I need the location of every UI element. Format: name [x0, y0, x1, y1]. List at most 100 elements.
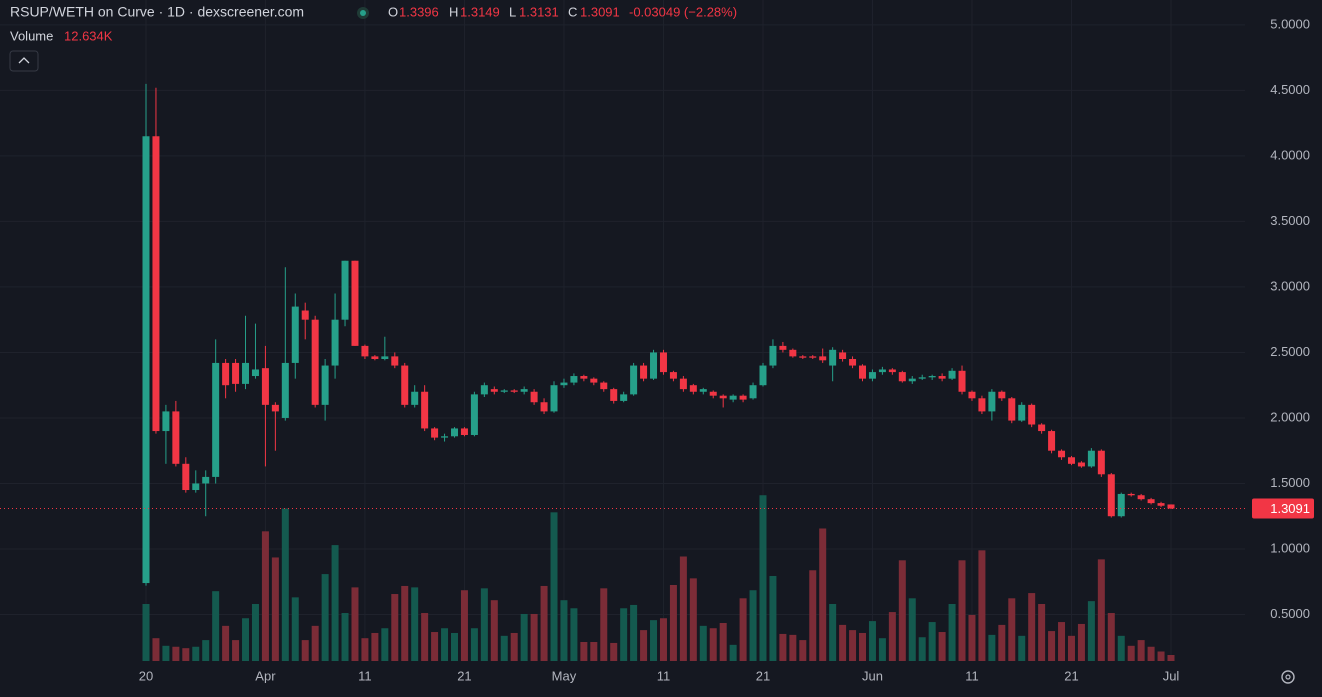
x-tick-label: 11 [657, 668, 671, 683]
volume-bar [321, 574, 329, 661]
volume-bar [1048, 631, 1056, 661]
volume-bar [212, 591, 220, 661]
candle-body [321, 365, 329, 405]
volume-bar [859, 632, 867, 661]
candle-body [640, 365, 648, 379]
volume-bar [311, 625, 319, 661]
volume-bar [1137, 640, 1145, 661]
volume-bar [560, 600, 568, 661]
candle-body [679, 378, 687, 390]
candle-body [1077, 462, 1085, 467]
y-tick-label: 5.0000 [1270, 16, 1310, 31]
volume-bar [550, 512, 558, 661]
volume-bar [829, 604, 837, 661]
volume-bar [789, 634, 797, 661]
candle-body [928, 376, 936, 378]
volume-bar [769, 575, 777, 661]
candle-body [849, 358, 857, 366]
candle-body [719, 395, 727, 399]
candle-body [809, 356, 817, 358]
volume-bar [610, 642, 618, 661]
candle-body [500, 390, 508, 392]
ohlc-label: C [568, 4, 577, 19]
candle-body [172, 411, 180, 464]
candle-body [401, 365, 409, 405]
volume-bar [1097, 559, 1105, 661]
candle-body [938, 376, 946, 379]
candle-body [192, 483, 200, 491]
volume-bar [411, 587, 419, 661]
candle-body [948, 370, 956, 379]
candle-body [650, 352, 658, 379]
volume-bar [689, 578, 697, 661]
candle-body [988, 391, 996, 412]
volume-bar [510, 632, 518, 661]
volume-bar [192, 646, 200, 661]
volume-bar [1107, 613, 1115, 661]
volume-bar [441, 628, 449, 661]
volume-bar [152, 638, 160, 661]
x-tick-label: May [552, 668, 577, 683]
candle-body [799, 356, 807, 358]
candle-body [998, 391, 1006, 399]
candle-body [261, 368, 269, 405]
volume-bar [948, 604, 956, 661]
volume-bar [968, 614, 976, 661]
candle-body [281, 362, 289, 418]
volume-bar [202, 640, 210, 661]
last-price-box [1252, 498, 1314, 519]
candle-body [361, 345, 369, 357]
settings-button[interactable] [1281, 670, 1295, 684]
volume-bar [978, 550, 986, 661]
volume-bar [958, 560, 966, 661]
volume-bar [251, 604, 259, 661]
volume-bar [729, 644, 737, 661]
x-tick-label: 21 [457, 668, 471, 683]
volume-bar [381, 628, 389, 661]
volume-bar [1127, 645, 1135, 661]
candle-body [789, 349, 797, 357]
candle-body [1107, 474, 1115, 517]
collapse-button[interactable] [9, 50, 39, 72]
volume-bar [421, 613, 429, 661]
volume-bar [719, 623, 727, 661]
volume-bar [341, 613, 349, 661]
candle-body [1018, 404, 1026, 421]
volume-value: 12.634K [64, 28, 113, 43]
candle-body [341, 260, 349, 320]
candle-body [421, 391, 429, 429]
volume-bar [640, 630, 648, 661]
volume-bar [699, 625, 707, 661]
volume-bar [540, 585, 548, 661]
ohlc-value: 1.3396 [399, 4, 439, 19]
volume-bar [361, 638, 369, 661]
candle-body [749, 385, 757, 399]
y-tick-label: 4.0000 [1270, 147, 1310, 162]
candle-body [669, 372, 677, 379]
volume-bar [1067, 635, 1075, 661]
volume-bar [938, 632, 946, 661]
volume-bar [172, 646, 180, 661]
candle-body [1058, 450, 1066, 458]
x-tick-label: Apr [255, 668, 276, 683]
volume-bar [998, 624, 1006, 661]
candle-body [769, 345, 777, 366]
volume-bar [1087, 601, 1095, 661]
candle-body [1048, 431, 1056, 451]
candle-body [291, 306, 299, 363]
candle-body [1167, 504, 1175, 509]
candle-body [411, 391, 419, 405]
y-tick-label: 1.0000 [1270, 540, 1310, 555]
candle-body [978, 398, 986, 412]
x-tick-label: 21 [756, 668, 770, 683]
candle-body [590, 378, 598, 383]
candle-body [1137, 495, 1145, 500]
candle-body [958, 370, 966, 392]
volume-bar [291, 597, 299, 661]
volume-bar [301, 640, 309, 661]
volume-bar [271, 557, 279, 661]
x-tick-label: 21 [1064, 668, 1078, 683]
candle-body [510, 390, 518, 392]
